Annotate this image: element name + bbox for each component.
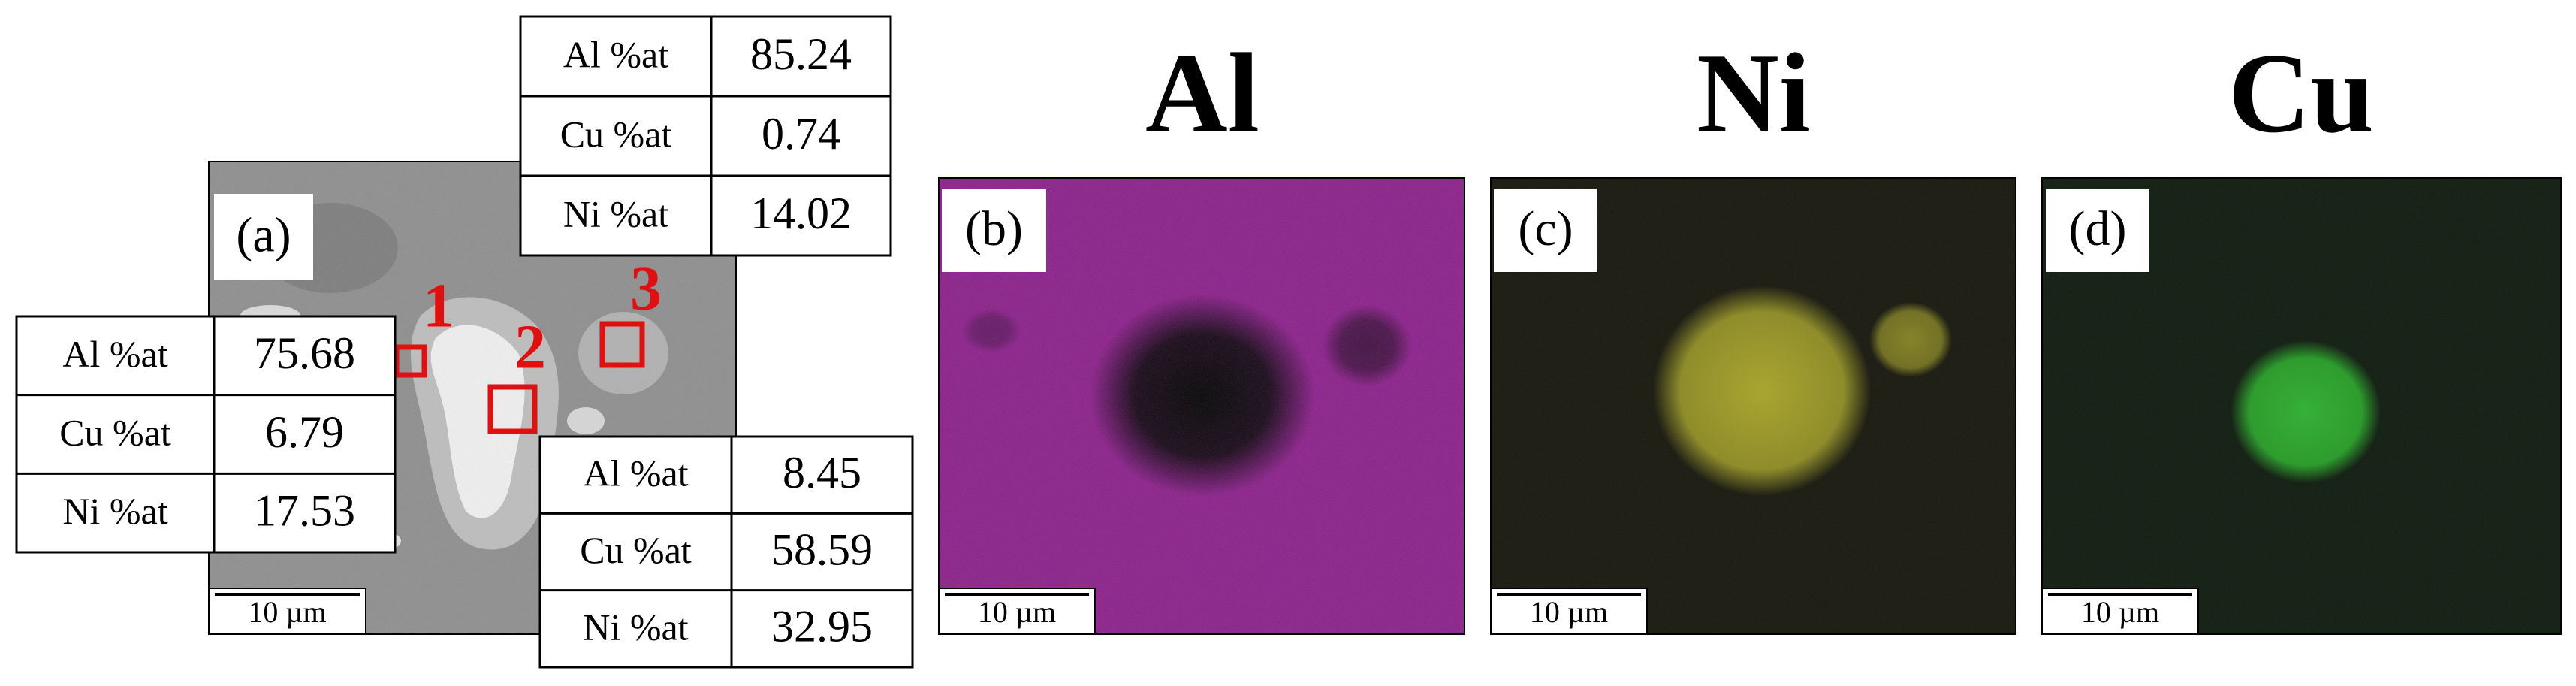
- panel-label-box: [1494, 189, 1597, 272]
- table-cell: 6.79: [265, 407, 344, 457]
- scale-bar-label: 10 µm: [978, 595, 1056, 629]
- scale-bar-label: 10 µm: [248, 595, 326, 629]
- panel-label-box: [942, 189, 1046, 272]
- table-cell: 58.59: [771, 524, 873, 574]
- region-markers: [394, 321, 645, 434]
- table-cell: Cu %at: [59, 411, 171, 453]
- table-cell: Al %at: [62, 333, 167, 375]
- table-cell: 8.45: [783, 448, 861, 497]
- scale-bar-box: [938, 588, 1096, 635]
- cu-map: [2041, 177, 2562, 635]
- scale-bar-label: 10 µm: [1530, 595, 1608, 629]
- table-frame: [15, 315, 397, 554]
- panel-label: (b): [965, 201, 1023, 256]
- region-number: 2: [514, 312, 546, 382]
- scale-bar-box: [1490, 588, 1648, 635]
- element-title: Ni: [1697, 30, 1811, 156]
- scale-bar-box: [2041, 588, 2199, 635]
- region-box: [394, 344, 427, 378]
- element-title: Al: [1145, 30, 1259, 156]
- table-cell: 85.24: [750, 29, 852, 79]
- panel-label: (c): [1518, 201, 1573, 256]
- table-cell: Al %at: [563, 33, 668, 75]
- table-cell: Cu %at: [580, 529, 692, 571]
- table-cell: 0.74: [762, 109, 840, 159]
- region-number: 1: [423, 270, 454, 340]
- table-cell: 14.02: [750, 189, 852, 238]
- panel-label: (d): [2069, 201, 2127, 256]
- panel-label: (a): [236, 208, 291, 263]
- table-frame: [538, 435, 914, 669]
- table-cell: Ni %at: [62, 490, 167, 532]
- table-cell: 32.95: [771, 602, 873, 651]
- region-box: [599, 321, 645, 368]
- table-cell: Ni %at: [563, 192, 668, 234]
- panel-label-box: [214, 194, 313, 280]
- table-cell: Al %at: [583, 452, 688, 494]
- table-cell: Ni %at: [583, 606, 688, 648]
- table-cell: Cu %at: [560, 113, 672, 155]
- region-number: 3: [630, 253, 662, 323]
- table-cell: 17.53: [254, 485, 355, 535]
- region-box: [487, 384, 538, 434]
- element-title: Cu: [2228, 30, 2374, 156]
- scale-bar-label: 10 µm: [2081, 595, 2159, 629]
- panel-label-box: [2046, 189, 2149, 272]
- scale-bar-box: [208, 588, 366, 635]
- table-cell: 75.68: [254, 328, 355, 378]
- table-frame: [519, 15, 892, 257]
